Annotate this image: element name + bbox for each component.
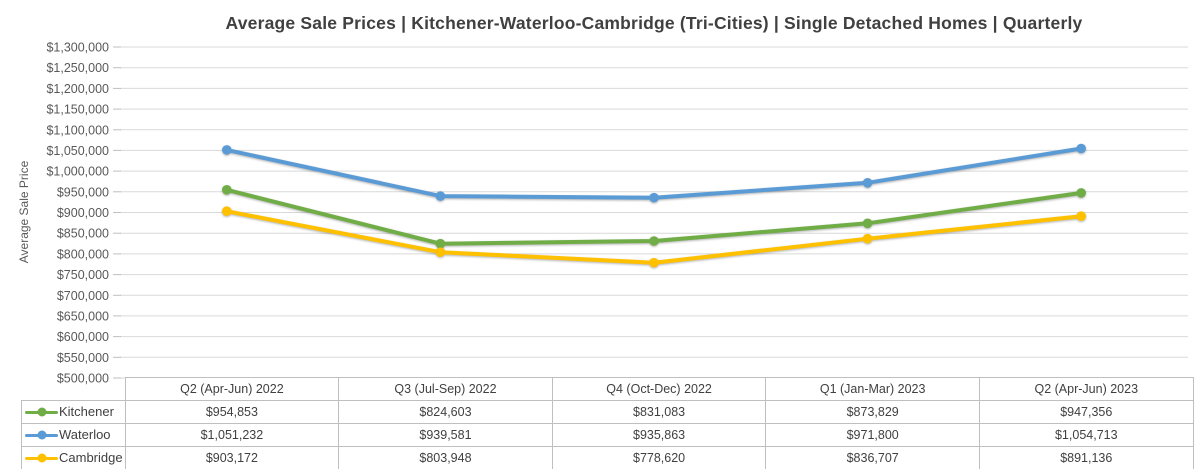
data-point-marker [862,178,873,188]
data-point-marker [435,238,446,249]
y-axis-tick-label: $550,000 [57,351,109,365]
table-header-cell-quarter: Q3 (Jul-Sep) 2022 [338,377,553,401]
table-value-cell: $939,581 [338,423,553,447]
table-value-cell: $1,051,232 [124,423,340,447]
series-waterloo [222,143,1086,203]
data-point-marker [435,191,446,201]
table-value-cell: $824,603 [338,400,553,424]
y-axis-tick-label: $1,100,000 [46,123,109,137]
legend-line-marker-icon [25,430,58,441]
data-point-marker [435,247,446,257]
y-axis-tick-label: $650,000 [57,309,109,323]
table-corner-cell [22,378,126,401]
series-line [224,146,1084,200]
y-axis-tick-label: $1,300,000 [46,41,109,55]
y-axis-tick-label: $1,050,000 [46,144,109,158]
table-value-cell: $903,172 [124,446,340,469]
y-axis-tick-label: $700,000 [57,289,109,303]
table-value-cell: $1,054,713 [978,423,1194,447]
y-axis-tick-label: $1,250,000 [46,61,109,75]
y-axis-tick-label: $1,000,000 [46,165,109,179]
legend-series-name: Kitchener [59,404,114,420]
data-point-marker [649,257,659,268]
data-point-marker [862,218,873,229]
data-point-marker [649,192,659,203]
y-axis-tick-label: $1,200,000 [46,82,109,96]
table-header-cell-quarter: Q2 (Apr-Jun) 2023 [978,377,1194,401]
series-kitchener [222,185,1086,249]
y-axis-tick-label: $500,000 [57,372,109,386]
table-value-cell: $935,863 [551,423,767,447]
table-value-cell: $971,800 [765,423,980,447]
series-cambridge [222,206,1086,268]
legend-key-cell: Kitchener [21,400,126,424]
data-point-marker [1076,211,1086,221]
legend-key-cell: Cambridge [21,446,126,469]
y-axis-tick-label: $600,000 [57,330,109,344]
table-value-cell: $954,853 [124,400,340,424]
data-point-marker [1076,188,1086,198]
data-point-marker [222,206,232,216]
data-point-marker [222,145,232,155]
legend-line-marker-icon [25,453,58,464]
data-point-marker [1076,143,1086,154]
y-axis-tick-label: $1,150,000 [46,103,109,117]
chart-title: Average Sale Prices | Kitchener-Waterloo… [225,13,1083,33]
data-point-marker [862,233,873,244]
legend-line-marker-icon [25,407,58,418]
y-axis-tick-label: $750,000 [57,268,109,282]
table-value-cell: $778,620 [551,446,767,469]
data-point-marker [222,185,232,195]
legend-key-cell: Waterloo [21,423,126,447]
legend-series-name: Waterloo [59,427,111,443]
table-value-cell: $836,707 [765,446,980,469]
data-point-marker [649,236,659,246]
y-axis-tick-label: $950,000 [57,185,109,199]
table-value-cell: $891,136 [978,446,1194,469]
y-axis-tick-label: $900,000 [57,206,109,220]
table-header-cell-quarter: Q4 (Oct-Dec) 2022 [551,377,767,401]
y-axis-tick-label: $800,000 [57,247,109,261]
chart-data-table: Q2 (Apr-Jun) 2022 Q3 (Jul-Sep) 2022 Q4 (Oc… [21,377,1194,469]
y-axis-tick-label: $850,000 [57,227,109,241]
legend-series-name: Cambridge [59,450,123,466]
table-value-cell: $831,083 [551,400,767,424]
table-value-cell: $947,356 [978,400,1194,424]
table-value-cell: $873,829 [765,400,980,424]
table-value-cell: $803,948 [338,446,553,469]
table-header-cell-quarter: Q2 (Apr-Jun) 2022 [124,377,340,401]
table-header-cell-quarter: Q1 (Jan-Mar) 2023 [765,377,980,401]
